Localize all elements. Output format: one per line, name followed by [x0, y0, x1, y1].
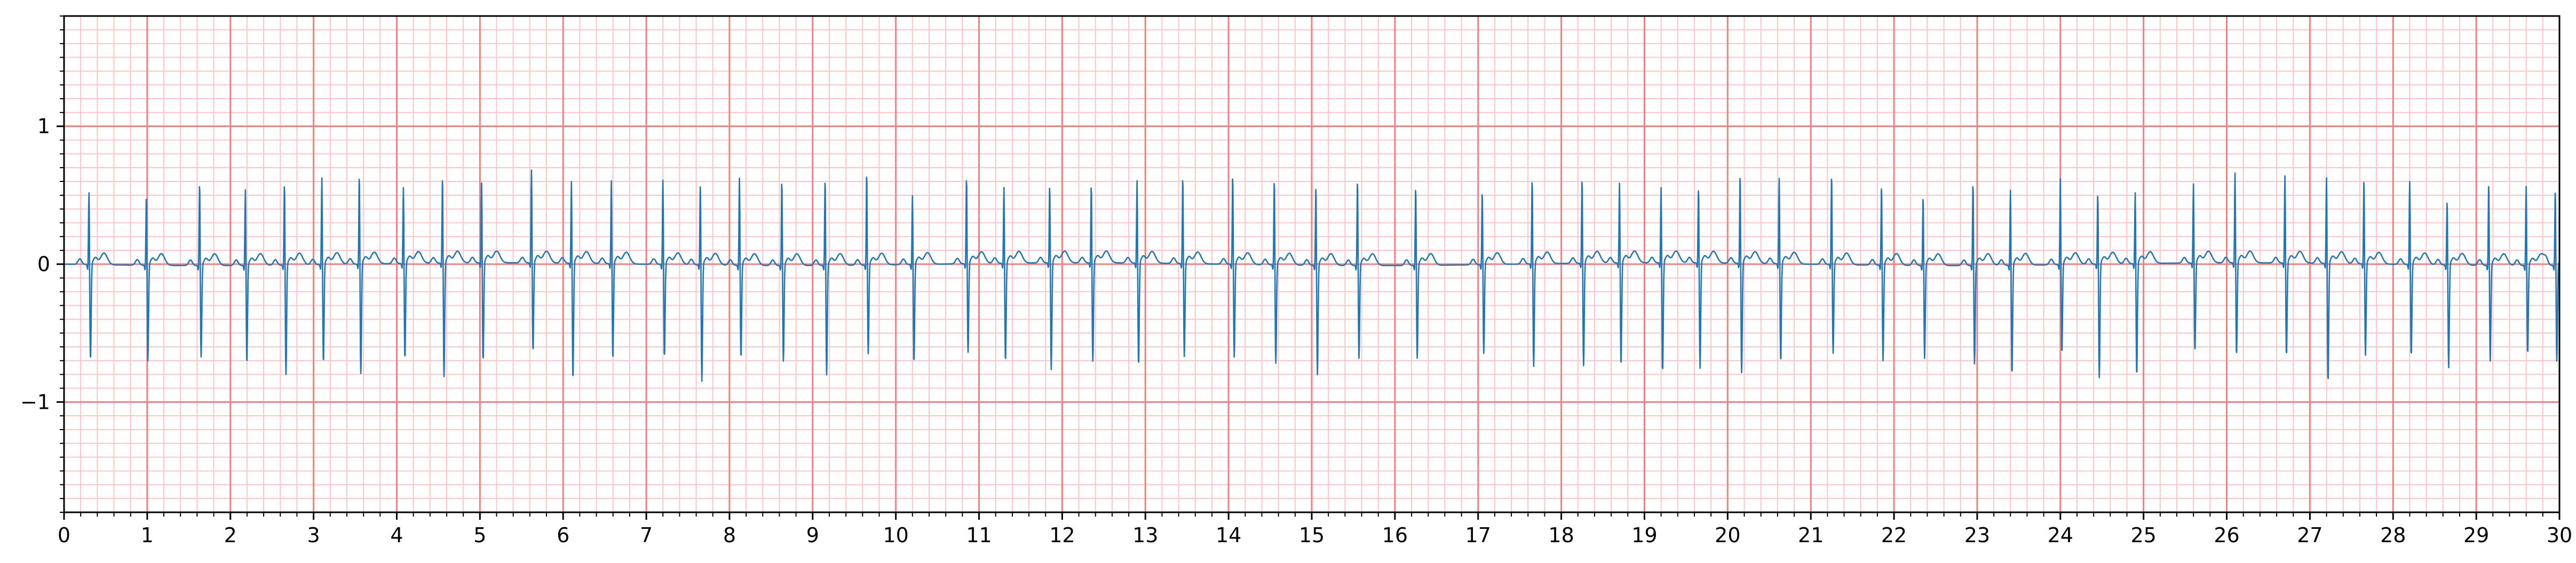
x-tick-label: 12	[1049, 524, 1075, 547]
y-axis-ticks	[57, 15, 64, 513]
x-tick-label: 20	[1715, 524, 1740, 547]
x-tick-label: 23	[1964, 524, 1990, 547]
x-tick-label: 25	[2130, 524, 2156, 547]
x-tick-label: 24	[2048, 524, 2073, 547]
y-tick-label: −1	[20, 390, 50, 414]
x-tick-label: 18	[1548, 524, 1574, 547]
x-tick-label: 6	[557, 524, 569, 547]
x-tick-label: 22	[1881, 524, 1907, 547]
x-axis-tick-labels: 0 1 2 3 4 5 6 7 8 9 10 11 12 13 14 15 16 17 18 19 20 21 22 23 24…	[58, 524, 2572, 547]
x-tick-label: 7	[640, 524, 653, 547]
x-tick-label: 30	[2547, 524, 2572, 547]
y-tick-label: 0	[37, 252, 50, 276]
x-tick-label: 10	[883, 524, 908, 547]
x-tick-label: 4	[390, 524, 403, 547]
x-tick-label: 9	[806, 524, 819, 547]
x-tick-label: 1	[141, 524, 154, 547]
x-tick-label: 28	[2380, 524, 2406, 547]
x-tick-label: 16	[1382, 524, 1408, 547]
x-tick-label: 8	[723, 524, 736, 547]
x-tick-label: 15	[1299, 524, 1325, 547]
y-tick-label: 1	[37, 115, 50, 138]
ecg-trace-group	[64, 169, 2561, 382]
x-tick-label: 21	[1798, 524, 1824, 547]
x-tick-label: 26	[2214, 524, 2239, 547]
x-tick-label: 5	[473, 524, 486, 547]
x-tick-label: 3	[307, 524, 320, 547]
x-tick-label: 0	[58, 524, 70, 547]
x-tick-label: 19	[1631, 524, 1657, 547]
x-tick-label: 27	[2297, 524, 2323, 547]
ecg-trace	[64, 169, 2561, 382]
x-axis-ticks	[63, 512, 2561, 520]
y-axis-tick-labels: −1 0 1	[20, 115, 50, 414]
x-tick-label: 2	[224, 524, 237, 547]
x-tick-label: 11	[966, 524, 992, 547]
x-tick-label: 14	[1216, 524, 1241, 547]
x-tick-label: 13	[1132, 524, 1158, 547]
x-tick-label: 29	[2463, 524, 2489, 547]
x-tick-label: 17	[1465, 524, 1491, 547]
